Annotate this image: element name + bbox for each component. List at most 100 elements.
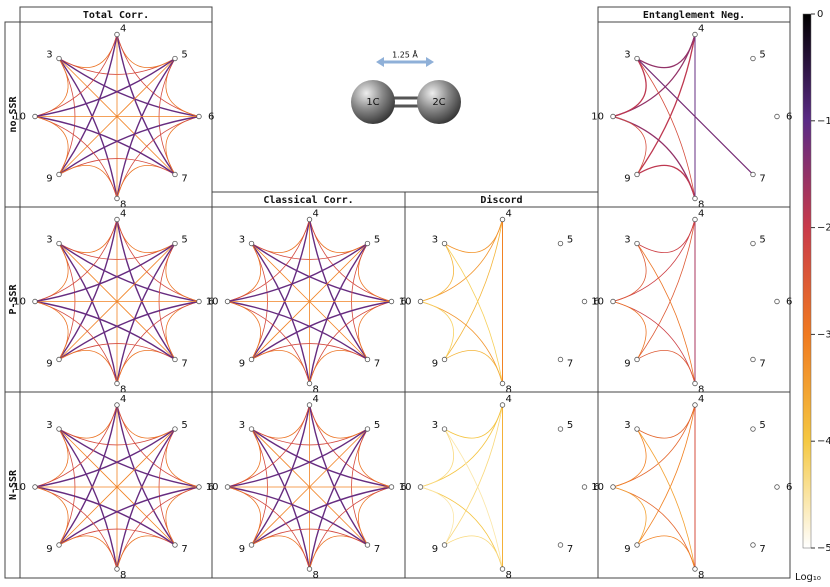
edge <box>58 300 200 361</box>
atom <box>351 80 395 124</box>
arrow-head <box>376 57 384 67</box>
node <box>248 240 255 247</box>
edge <box>251 242 392 303</box>
edge <box>58 58 118 199</box>
panel: 3 4 5 6 7 8 9 10 <box>13 21 214 211</box>
node <box>692 195 698 202</box>
node <box>114 402 120 408</box>
node-label: 5 <box>759 49 765 60</box>
node-label: 10 <box>399 482 412 493</box>
node <box>610 298 616 305</box>
node <box>750 171 756 178</box>
column-header: Discord <box>480 194 522 206</box>
node <box>306 216 313 223</box>
node <box>56 240 62 247</box>
node <box>172 426 178 432</box>
panel: 3 4 5 6 7 8 9 10 <box>206 391 407 581</box>
edge <box>116 428 176 570</box>
node <box>306 566 313 572</box>
node <box>634 542 640 548</box>
edge <box>612 243 647 302</box>
node <box>557 542 564 548</box>
edge <box>58 57 200 118</box>
node <box>692 380 698 387</box>
node-label: 7 <box>181 174 187 185</box>
edge <box>58 115 200 176</box>
edge <box>309 219 368 253</box>
panel: 3 4 5 6 7 8 9 10 <box>206 206 407 396</box>
panel-frame <box>597 391 791 579</box>
node <box>364 426 371 432</box>
node-label: 4 <box>698 209 704 220</box>
edge <box>58 165 118 199</box>
node-label: 3 <box>624 420 630 431</box>
node-label: 9 <box>239 359 245 370</box>
node <box>499 216 506 223</box>
arrow-head <box>426 57 434 67</box>
node <box>248 542 255 548</box>
node-label: 8 <box>120 570 126 581</box>
node-label: 6 <box>594 482 600 493</box>
edge <box>636 219 696 253</box>
node <box>610 113 616 120</box>
edge <box>444 428 503 570</box>
node <box>499 402 506 408</box>
edge <box>309 404 368 439</box>
node-label: 4 <box>698 24 704 35</box>
edge <box>444 243 503 384</box>
node <box>634 356 640 363</box>
node-label: 7 <box>759 544 765 555</box>
edge <box>420 301 454 360</box>
node <box>692 31 698 38</box>
edge <box>251 350 310 384</box>
node <box>172 240 178 247</box>
node <box>441 426 448 432</box>
edge <box>444 219 503 253</box>
node <box>114 380 120 387</box>
colorbar-tick-label: −1 <box>817 116 830 127</box>
edge <box>636 243 696 384</box>
edge <box>34 428 69 488</box>
edge <box>34 300 176 361</box>
node <box>114 31 120 38</box>
panel: 3 4 5 6 7 8 9 10 <box>591 206 792 396</box>
node-label: 6 <box>594 297 600 308</box>
edge <box>612 219 696 302</box>
node-label: 8 <box>698 570 704 581</box>
edge <box>444 535 503 570</box>
node <box>581 484 588 490</box>
node-label: 9 <box>432 359 438 370</box>
edge <box>612 428 647 488</box>
edge <box>636 219 696 360</box>
node <box>56 55 62 62</box>
node-label: 4 <box>313 209 319 220</box>
node-label: 4 <box>120 209 126 220</box>
node-label: 10 <box>591 482 604 493</box>
node <box>634 171 640 178</box>
edge <box>227 219 310 302</box>
edge <box>34 116 69 175</box>
node-label: 8 <box>120 200 126 211</box>
node-label: 10 <box>206 482 219 493</box>
node <box>224 484 231 490</box>
node-label: 7 <box>181 544 187 555</box>
edge <box>420 301 503 384</box>
edge <box>444 219 503 360</box>
node-label: 5 <box>567 420 573 431</box>
edge <box>612 58 647 118</box>
node <box>224 298 231 305</box>
node <box>306 380 313 387</box>
node-label: 7 <box>181 359 187 370</box>
edge <box>420 404 503 488</box>
node-label: 10 <box>13 297 26 308</box>
node <box>774 484 780 490</box>
edge <box>420 428 454 488</box>
node <box>306 402 313 408</box>
edge <box>58 243 118 384</box>
colorbar-tick-label: −2 <box>817 223 830 234</box>
node-label: 10 <box>591 112 604 123</box>
edge <box>250 428 311 570</box>
edge <box>358 486 392 546</box>
edge <box>612 301 647 360</box>
